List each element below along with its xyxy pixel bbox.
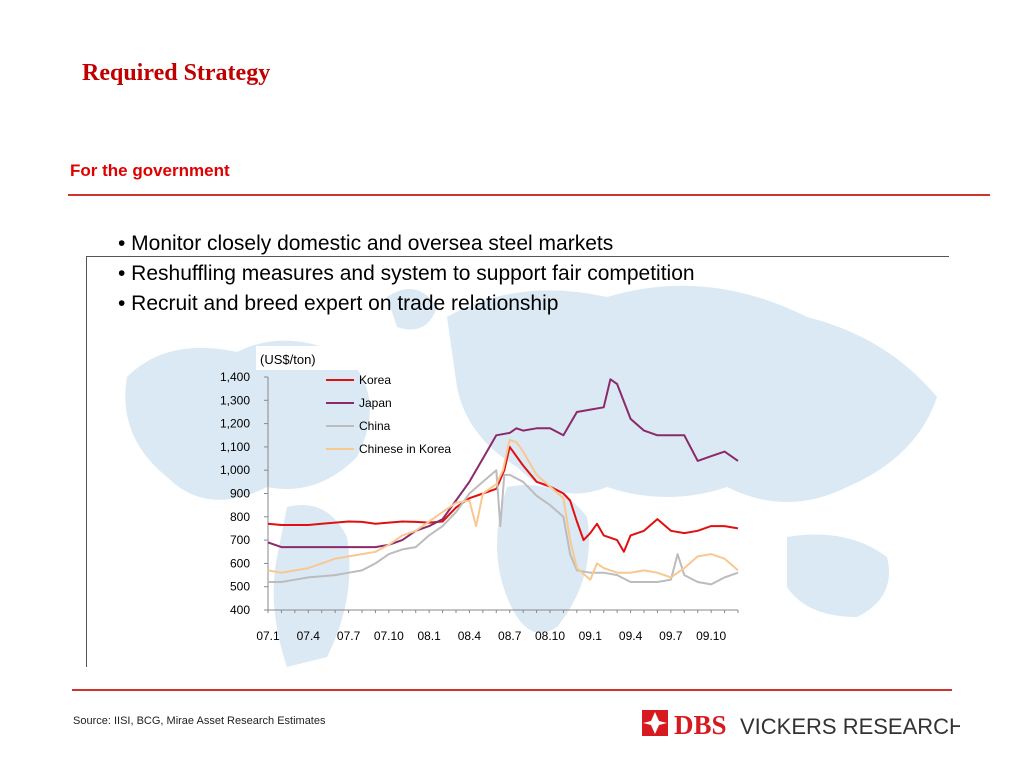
bullet-item: • Reshuffling measures and system to sup… (118, 262, 695, 285)
legend-label: Chinese in Korea (359, 442, 451, 456)
dbs-vickers-logo: DBS VICKERS RESEARCH (642, 710, 960, 740)
x-tick-label: 08.1 (417, 629, 441, 643)
unit-label: (US$/ton) (260, 352, 316, 367)
legend: Korea Japan China Chinese in Korea (326, 373, 451, 456)
source-note: Source: IISI, BCG, Mirae Asset Research … (73, 715, 326, 727)
y-tick-label: 700 (230, 533, 250, 547)
x-tick-label: 08.4 (458, 629, 482, 643)
x-tick-label: 09.10 (696, 629, 726, 643)
series-line-chinese-in-korea (267, 438, 739, 581)
y-tick-label: 1,100 (220, 440, 250, 454)
series-line-japan (267, 378, 739, 549)
slide-subtitle: For the government (70, 161, 230, 180)
series-lines (267, 378, 739, 586)
y-axis: 1,400 1,300 1,200 1,100 1,000 900 800 700 600 500… (220, 370, 269, 617)
x-tick-label: 08.7 (498, 629, 522, 643)
y-tick-label: 1,000 (220, 463, 250, 477)
y-tick-label: 400 (230, 603, 250, 617)
y-tick-label: 1,400 (220, 370, 250, 384)
y-tick-label: 1,300 (220, 393, 250, 407)
x-tick-label: 07.4 (297, 629, 321, 643)
y-tick-label: 500 (230, 580, 250, 594)
y-tick-label: 900 (230, 487, 250, 501)
y-tick-label: 1,200 (220, 417, 250, 431)
x-axis: 07.1 07.4 07.7 07.10 08.1 08.4 08.7 08.10 09.1 09… (256, 609, 739, 643)
header-divider (68, 194, 990, 196)
legend-label: Korea (359, 373, 391, 387)
x-tick-label: 08.10 (535, 629, 565, 643)
slide-title: Required Strategy (82, 60, 271, 86)
logo-suffix: VICKERS RESEARCH (740, 714, 960, 739)
x-tick-label: 09.1 (579, 629, 603, 643)
legend-label: Japan (359, 396, 392, 410)
bullet-list: • Monitor closely domestic and oversea s… (118, 229, 695, 319)
x-tick-label: 07.7 (337, 629, 361, 643)
y-tick-label: 600 (230, 556, 250, 570)
x-tick-label: 07.10 (374, 629, 404, 643)
bullet-item: • Monitor closely domestic and oversea s… (118, 232, 614, 255)
steel-price-chart: (US$/ton) 1,400 1,300 1,200 1,100 1,000 900 80… (220, 346, 739, 643)
bullet-item: • Recruit and breed expert on trade rela… (118, 292, 559, 315)
legend-label: China (359, 419, 391, 433)
dbs-star-icon (642, 710, 668, 736)
x-tick-label: 07.1 (256, 629, 280, 643)
series-line-korea (267, 445, 739, 553)
footer-divider (72, 689, 952, 691)
unit-label-background (256, 346, 360, 370)
x-tick-label: 09.4 (619, 629, 643, 643)
x-tick-label: 09.7 (659, 629, 683, 643)
world-map-background (86, 256, 949, 667)
series-line-china (268, 469, 739, 586)
y-tick-label: 800 (230, 510, 250, 524)
logo-brand: DBS (674, 710, 727, 740)
